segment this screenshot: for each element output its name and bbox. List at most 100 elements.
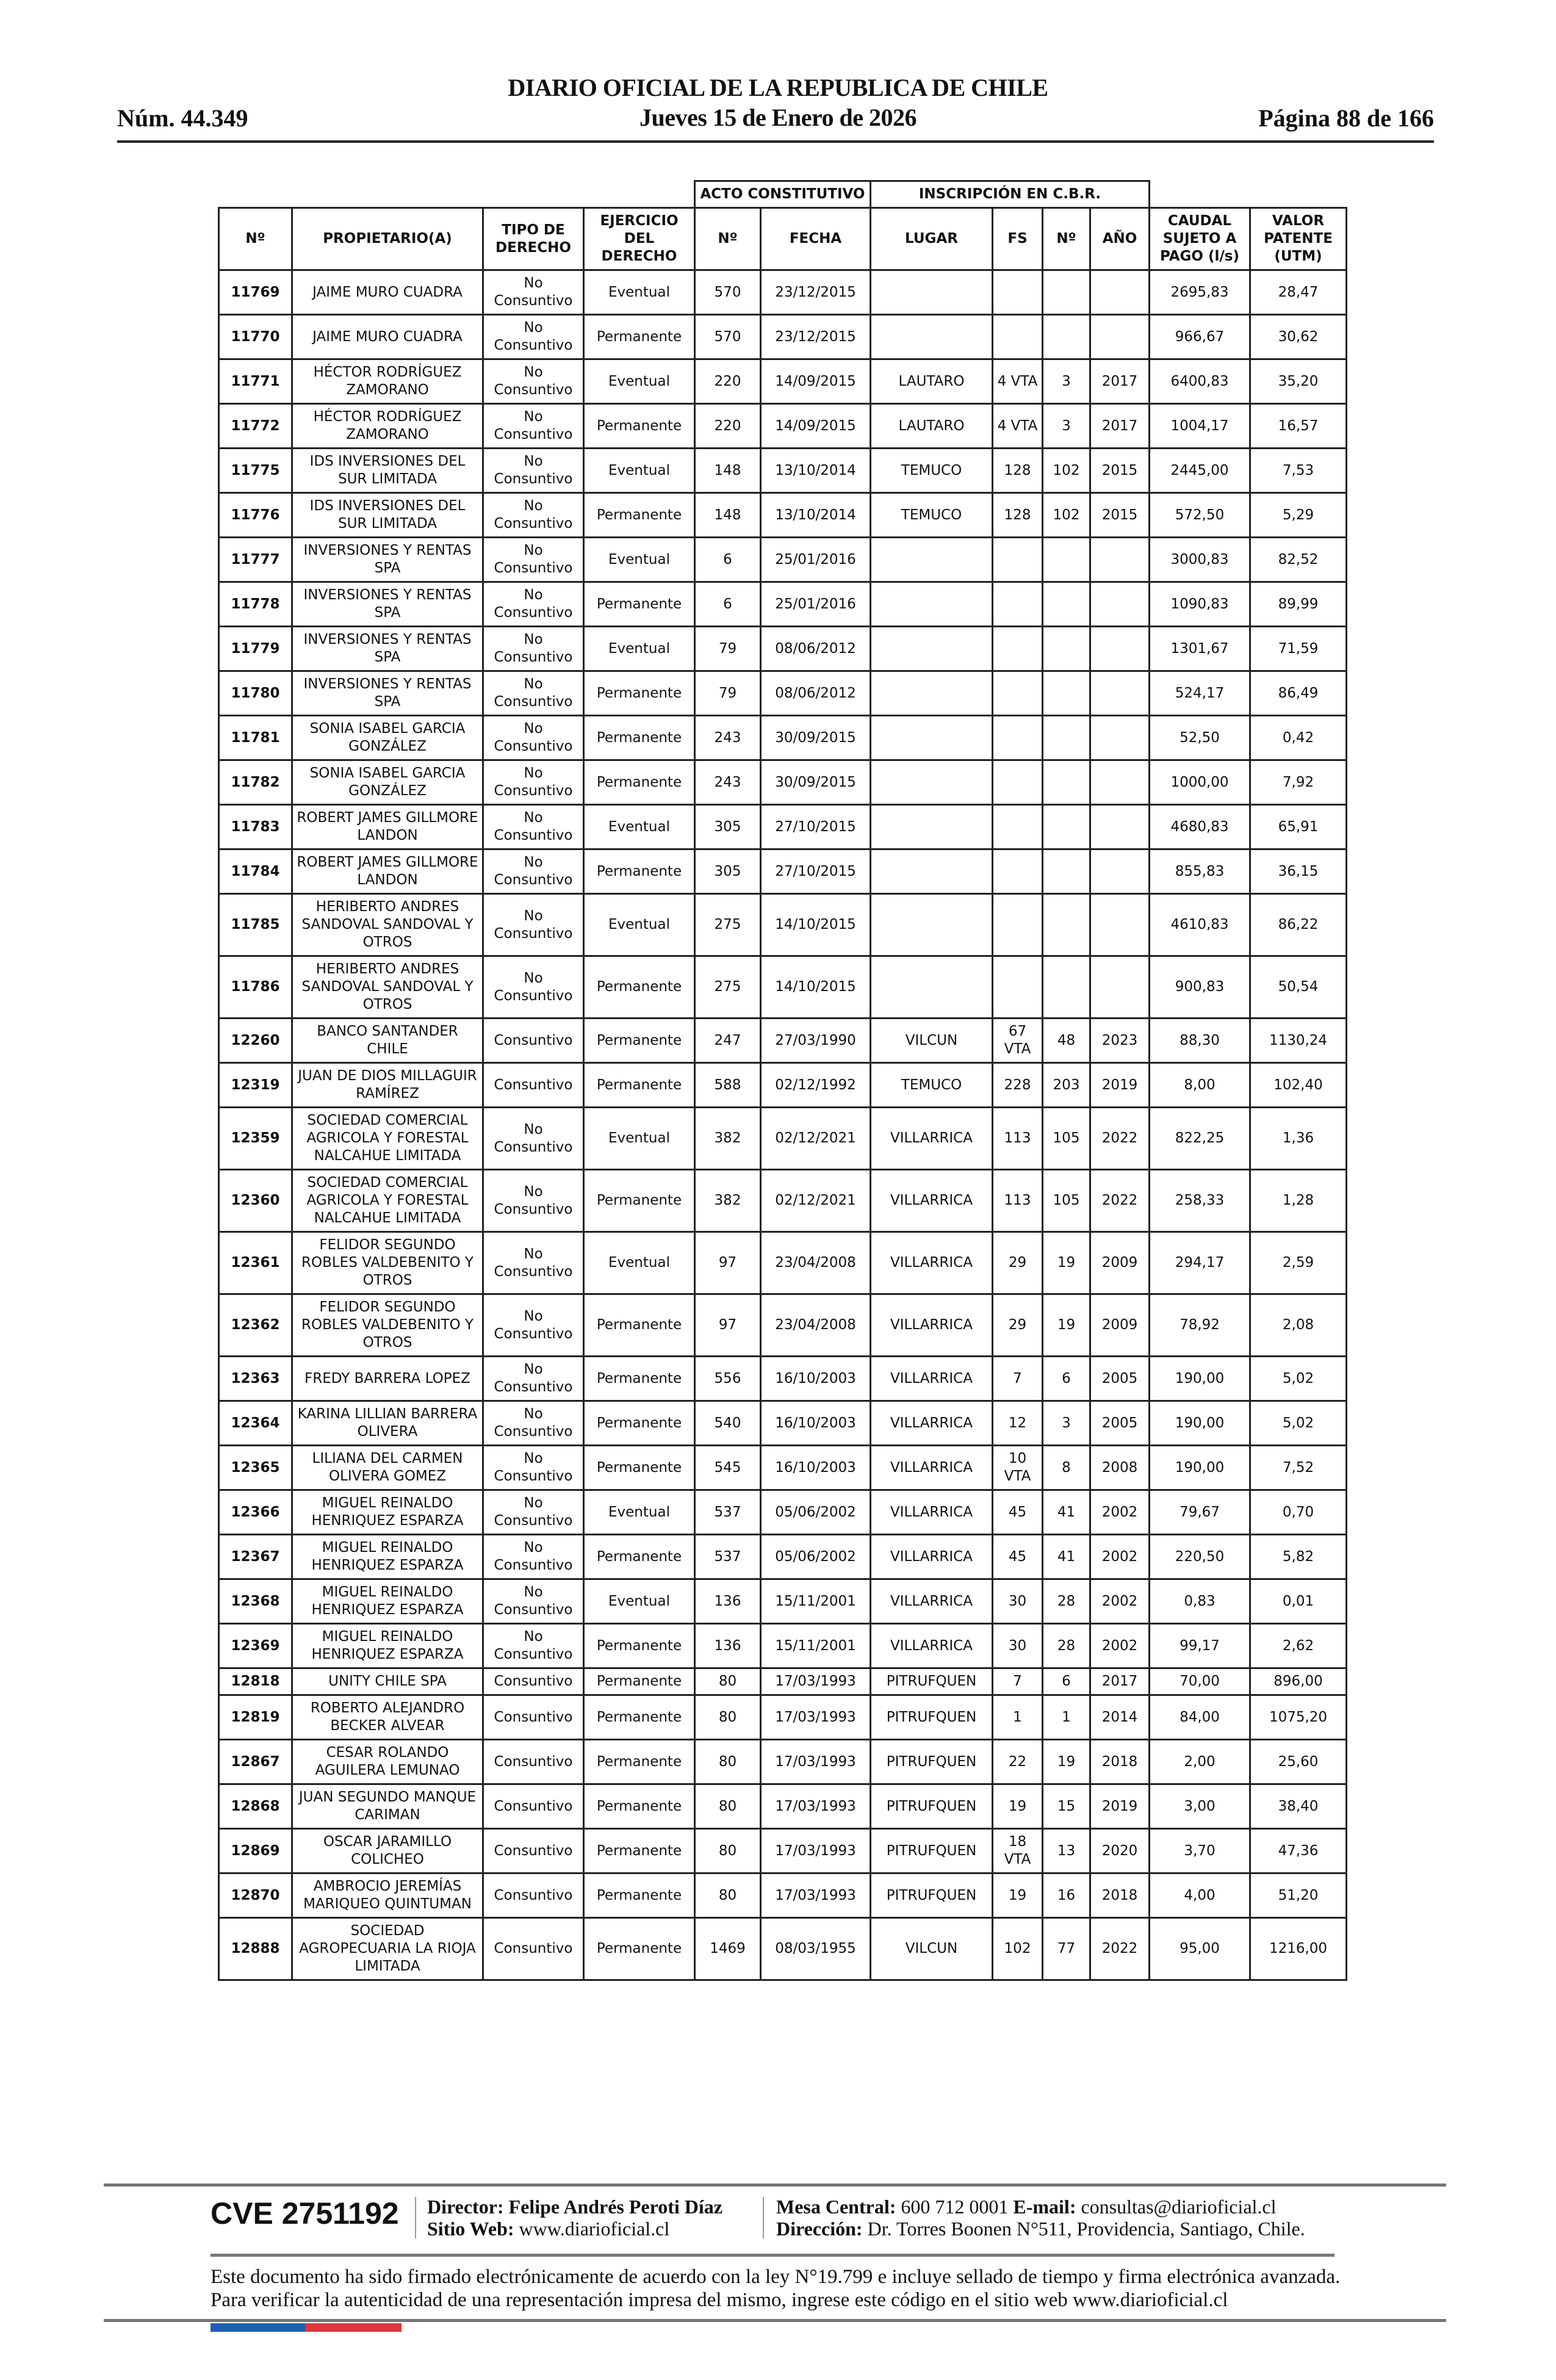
cell-flow: 78,92 [1148,1293,1251,1357]
cell-year: 2017 [1089,403,1150,449]
table-row: 12369 MIGUEL REINALDO HENRIQUEZ ESPARZA No… [218,1623,1347,1669]
cell-right-type: No Consuntivo [482,1106,585,1170]
cell-place: PITRUFQUEN [870,1694,993,1740]
patent-table-wrapper: ACTO CONSTITUTIVO INSCRIPCIÓN EN C.B.R. … [218,180,1347,1981]
web-link[interactable]: www.diarioficial.cl [519,2218,670,2240]
cell-insc-no [1042,536,1091,583]
cell-flow: 88,30 [1148,1017,1251,1064]
cell-flow: 0,83 [1148,1578,1251,1625]
cell-patent-value: 65,91 [1249,804,1347,850]
cell-place: VILLARRICA [870,1231,993,1295]
column-header-flow: CAUDAL SUJETO A PAGO (l/s) [1148,207,1251,271]
cell-acto-no: 97 [694,1231,762,1295]
cell-fs [992,848,1043,895]
cell-right-type: No Consuntivo [482,670,585,716]
cell-right-type: No Consuntivo [482,1534,585,1580]
cell-flow: 220,50 [1148,1534,1251,1580]
table-row: 12870 AMBROCIO JEREMÍAS MARIQUEO QUINTUMA… [218,1872,1347,1919]
cell-no: 11772 [218,403,293,449]
cell-acto-date: 15/11/2001 [760,1623,871,1669]
cell-acto-date: 14/10/2015 [760,893,871,957]
cell-fs: 67 VTA [992,1017,1043,1064]
cell-place: LAUTARO [870,403,993,449]
table-row: 12359 SOCIEDAD COMERCIAL AGRICOLA Y FORES… [218,1106,1347,1170]
cell-flow: 52,50 [1148,715,1251,761]
cell-owner: LILIANA DEL CARMEN OLIVERA GOMEZ [291,1444,484,1491]
cell-patent-value: 86,49 [1249,670,1347,716]
column-header-acto-no: Nº [694,207,762,271]
cell-fs [992,670,1043,716]
cell-acto-date: 08/03/1955 [760,1917,871,1981]
cell-place: TEMUCO [870,1062,993,1108]
cell-acto-no: 80 [694,1872,762,1919]
cell-acto-date: 02/12/1992 [760,1062,871,1108]
cell-acto-date: 13/10/2014 [760,447,871,494]
cell-insc-no [1042,314,1091,360]
cell-acto-date: 08/06/2012 [760,670,871,716]
cell-no: 11786 [218,955,293,1019]
cell-owner: ROBERTO ALEJANDRO BECKER ALVEAR [291,1694,484,1740]
cell-acto-date: 23/12/2015 [760,269,871,316]
cell-place: VILLARRICA [870,1534,993,1580]
cell-no: 11783 [218,804,293,850]
mesa-phone: 600 712 0001 [901,2196,1009,2218]
cell-flow: 294,17 [1148,1231,1251,1295]
cell-patent-value: 1,28 [1249,1169,1347,1233]
cell-right-type: No Consuntivo [482,848,585,895]
cell-exercise: Permanente [583,759,696,806]
cell-place: PITRUFQUEN [870,1828,993,1874]
cell-flow: 8,00 [1148,1062,1251,1108]
cell-flow: 1301,67 [1148,626,1251,672]
cell-place: VILCUN [870,1017,993,1064]
cell-year: 2009 [1089,1293,1150,1357]
cell-acto-date: 23/12/2015 [760,314,871,360]
cell-acto-date: 17/03/1993 [760,1783,871,1830]
cell-owner: INVERSIONES Y RENTAS SPA [291,670,484,716]
cell-insc-no: 6 [1042,1667,1091,1696]
cell-acto-date: 30/09/2015 [760,759,871,806]
cell-right-type: No Consuntivo [482,1355,585,1402]
cell-no: 11779 [218,626,293,672]
cell-acto-no: 275 [694,893,762,957]
cell-flow: 190,00 [1148,1444,1251,1491]
email-link[interactable]: consultas@diarioficial.cl [1081,2196,1277,2218]
cell-acto-no: 537 [694,1534,762,1580]
cell-acto-no: 220 [694,358,762,405]
cell-fs: 4 VTA [992,403,1043,449]
cell-patent-value: 71,59 [1249,626,1347,672]
cell-acto-no: 556 [694,1355,762,1402]
cell-owner: HERIBERTO ANDRES SANDOVAL SANDOVAL Y OTR… [291,893,484,957]
cell-acto-no: 545 [694,1444,762,1491]
cell-year: 2002 [1089,1534,1150,1580]
cell-exercise: Permanente [583,955,696,1019]
cell-right-type: No Consuntivo [482,536,585,583]
table-row: 12869 OSCAR JARAMILLO COLICHEO Consuntivo P… [218,1828,1347,1874]
cell-flow: 79,67 [1148,1489,1251,1535]
cell-insc-no: 1 [1042,1694,1091,1740]
cell-acto-no: 305 [694,848,762,895]
cell-owner: SOCIEDAD COMERCIAL AGRICOLA Y FORESTAL N… [291,1106,484,1170]
cell-no: 11775 [218,447,293,494]
cell-right-type: No Consuntivo [482,759,585,806]
cell-fs: 113 [992,1169,1043,1233]
cell-acto-date: 17/03/1993 [760,1872,871,1919]
cell-right-type: No Consuntivo [482,1169,585,1233]
cell-exercise: Eventual [583,358,696,405]
cell-right-type: No Consuntivo [482,314,585,360]
cell-right-type: No Consuntivo [482,1444,585,1491]
cell-fs [992,759,1043,806]
cell-right-type: Consuntivo [482,1062,585,1108]
cell-owner: AMBROCIO JEREMÍAS MARIQUEO QUINTUMAN [291,1872,484,1919]
table-row: 12360 SOCIEDAD COMERCIAL AGRICOLA Y FORES… [218,1169,1347,1233]
cell-insc-no: 19 [1042,1739,1091,1785]
water-rights-table: ACTO CONSTITUTIVO INSCRIPCIÓN EN C.B.R. … [218,180,1347,1981]
cell-exercise: Permanente [583,1444,696,1491]
cell-flow: 3,00 [1148,1783,1251,1830]
cell-insc-no: 15 [1042,1783,1091,1830]
cell-place: VILLARRICA [870,1444,993,1491]
cell-year [1089,314,1150,360]
cell-patent-value: 50,54 [1249,955,1347,1019]
cell-acto-no: 570 [694,269,762,316]
table-row: 12364 KARINA LILLIAN BARRERA OLIVERA No Co… [218,1400,1347,1446]
table-row: 12867 CESAR ROLANDO AGUILERA LEMUNAO Consu… [218,1739,1347,1785]
